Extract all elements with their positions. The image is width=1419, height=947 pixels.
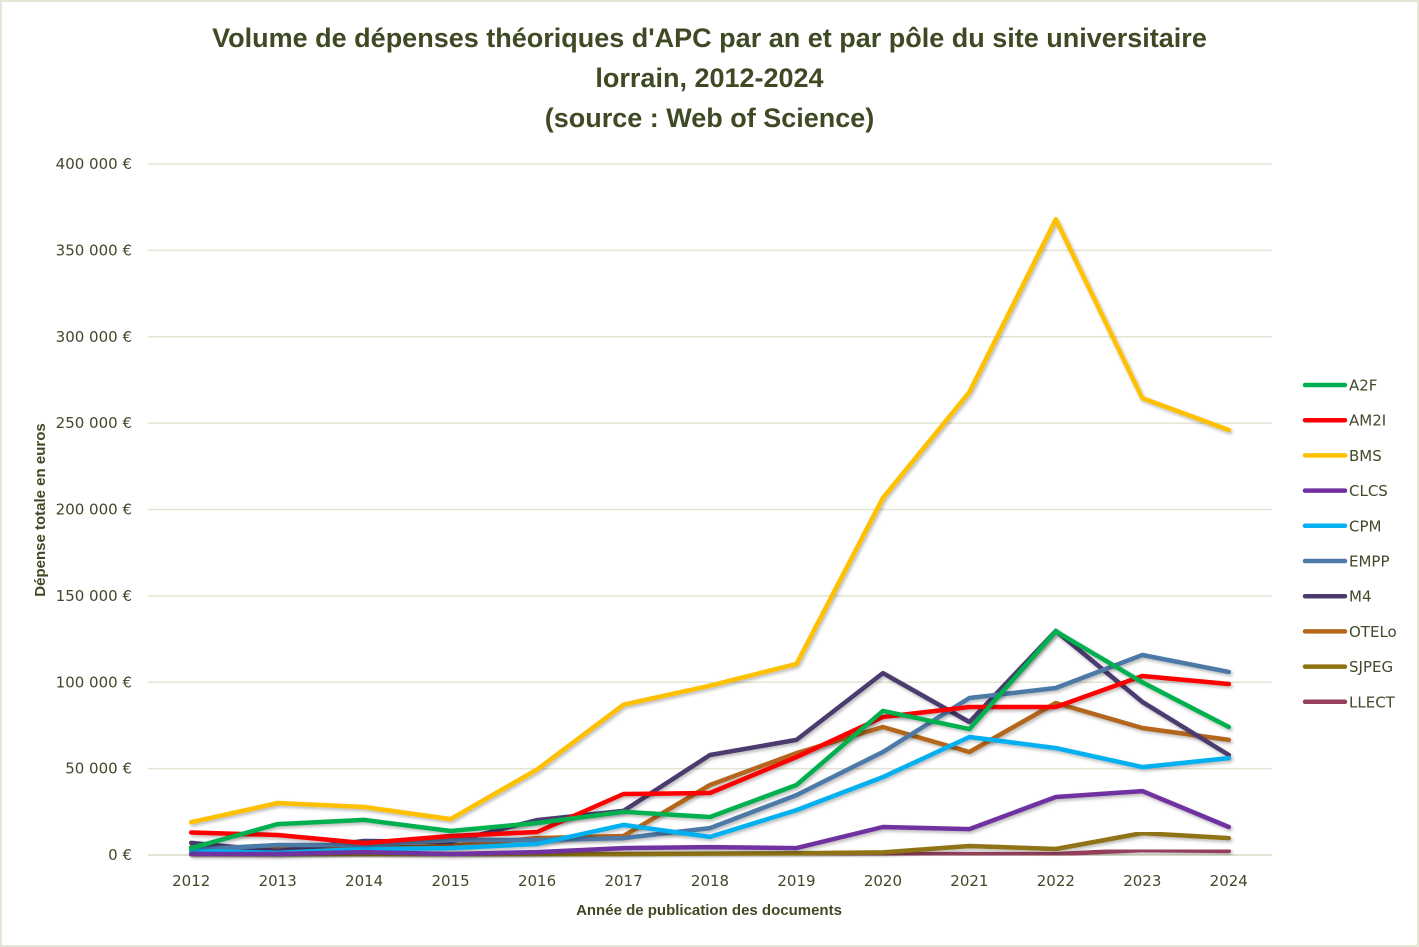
y-tick-label: 250 000 € — [56, 414, 132, 432]
x-tick-label: 2022 — [1037, 872, 1075, 890]
x-tick-label: 2024 — [1210, 872, 1248, 890]
chart-title-line-2: lorrain, 2012-2024 — [595, 63, 824, 93]
series-line-a2f — [188, 629, 1232, 851]
legend-label: SJPEG — [1349, 658, 1393, 676]
legend-label: EMPP — [1349, 553, 1390, 571]
legend-item-otelo: OTELo — [1302, 623, 1397, 641]
x-tick-label: 2017 — [604, 872, 642, 890]
legend-label: M4 — [1349, 588, 1372, 606]
y-tick-label: 200 000 € — [56, 501, 132, 519]
legend-label: LLECT — [1349, 693, 1396, 711]
y-tick-label: 300 000 € — [56, 328, 132, 346]
legend-item-bms: BMS — [1302, 447, 1382, 465]
x-axis-tick-labels: 2012 2013 2014 2015 2016 2017 2018 2019 2020 2021… — [172, 872, 1248, 890]
y-tick-label: 150 000 € — [56, 587, 132, 605]
legend-item-am2i: AM2I — [1302, 412, 1386, 430]
legend-label: BMS — [1349, 447, 1382, 465]
series-line-bms — [188, 217, 1232, 825]
y-axis-tick-labels: 0 € 50 000 € 100 000 € 150 000 € 200 000 € 25… — [56, 155, 132, 864]
series-line-am2i — [188, 673, 1232, 846]
legend-label: CLCS — [1349, 482, 1388, 500]
legend: A2F AM2I BMS CLCS CPM EMPP M4 OTELo SJPEG LLECT — [1302, 377, 1397, 711]
x-tick-label: 2014 — [345, 872, 383, 890]
legend-item-m4: M4 — [1302, 588, 1372, 606]
x-tick-label: 2021 — [950, 872, 988, 890]
y-tick-label: 400 000 € — [56, 155, 132, 173]
y-tick-label: 0 € — [108, 846, 132, 864]
series-line-clcs — [188, 788, 1232, 857]
chart-title-line-1: Volume de dépenses théoriques d'APC par … — [212, 23, 1207, 53]
x-tick-label: 2018 — [691, 872, 729, 890]
x-tick-label: 2023 — [1123, 872, 1161, 890]
series-line-cpm — [188, 734, 1232, 856]
x-tick-label: 2013 — [259, 872, 297, 890]
x-tick-label: 2016 — [518, 872, 556, 890]
legend-label: OTELo — [1349, 623, 1397, 641]
legend-item-cpm: CPM — [1302, 517, 1381, 535]
x-tick-label: 2015 — [432, 872, 470, 890]
x-tick-label: 2020 — [864, 872, 902, 890]
y-tick-label: 100 000 € — [56, 673, 132, 691]
y-tick-label: 350 000 € — [56, 241, 132, 259]
x-axis-title: Année de publication des documents — [576, 902, 842, 919]
legend-item-empp: EMPP — [1302, 553, 1390, 571]
legend-item-a2f: A2F — [1302, 377, 1377, 395]
legend-label: AM2I — [1349, 412, 1386, 430]
y-tick-label: 50 000 € — [65, 760, 132, 778]
y-axis-title: Dépense totale en euros — [32, 423, 49, 596]
gridlines — [148, 163, 1272, 856]
legend-item-sjpeg: SJPEG — [1302, 658, 1393, 676]
legend-label: A2F — [1349, 377, 1377, 395]
series-lines — [188, 217, 1232, 857]
chart-title: Volume de dépenses théoriques d'APC par … — [0, 18, 1419, 138]
x-tick-label: 2012 — [172, 872, 210, 890]
legend-label: CPM — [1349, 517, 1381, 535]
legend-item-clcs: CLCS — [1302, 482, 1388, 500]
chart-title-line-3: (source : Web of Science) — [544, 103, 875, 133]
legend-item-llect: LLECT — [1302, 693, 1396, 711]
x-tick-label: 2019 — [777, 872, 815, 890]
